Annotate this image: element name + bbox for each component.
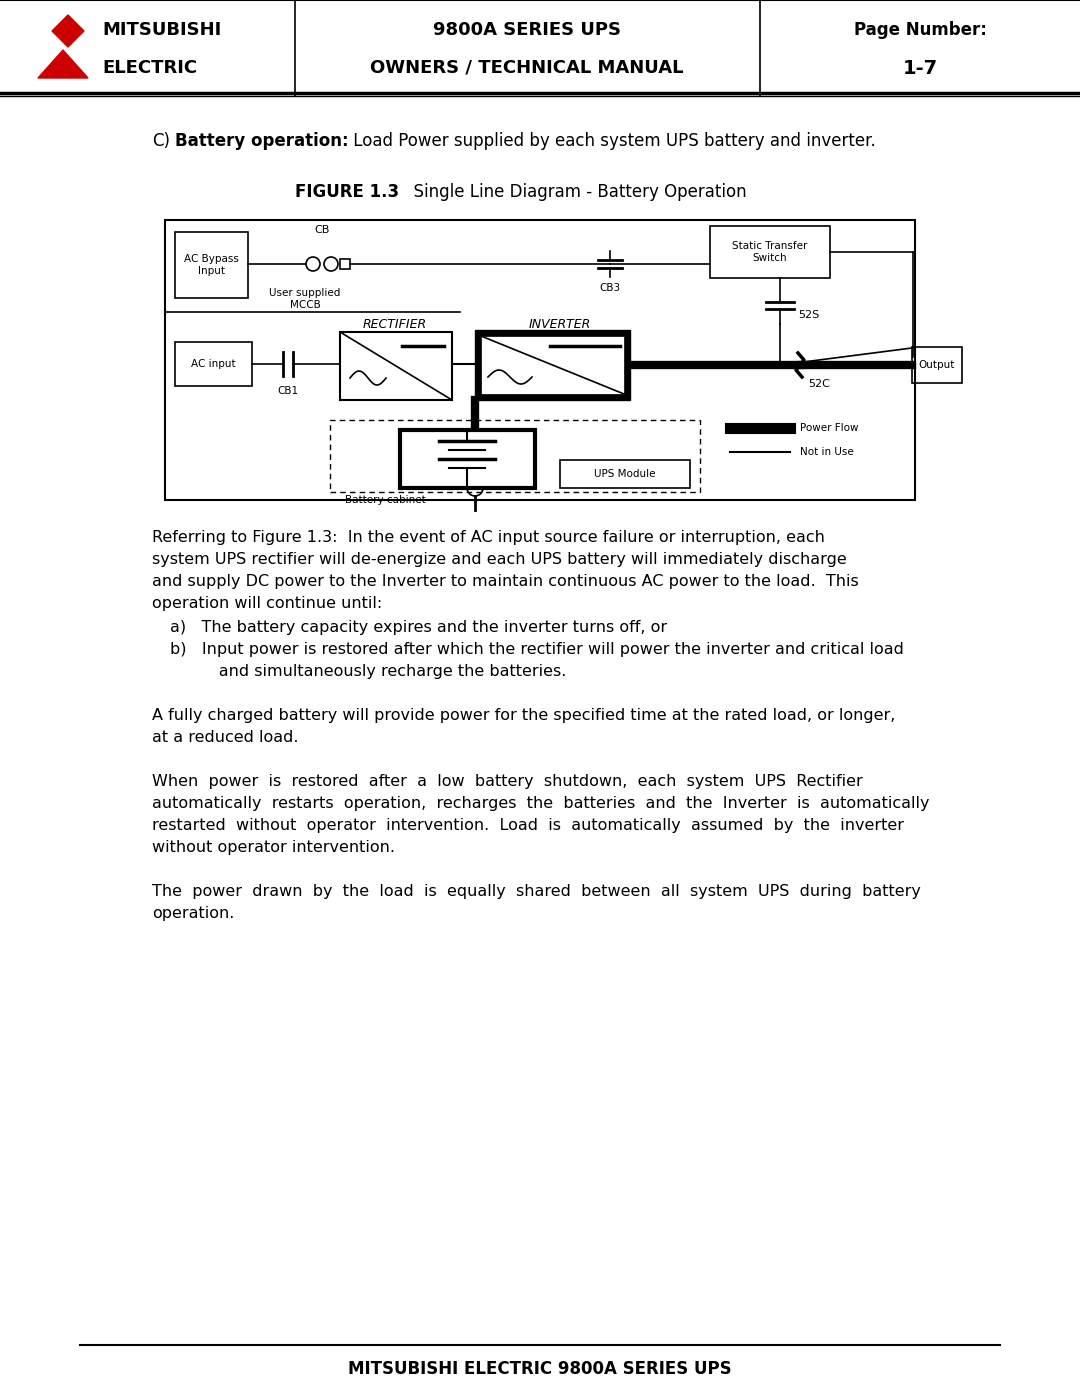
Bar: [330, 420, 700, 492]
Text: OWNERS / TECHNICAL MANUAL: OWNERS / TECHNICAL MANUAL: [370, 59, 684, 77]
Text: RECTIFIER: RECTIFIER: [363, 319, 427, 331]
Text: 52S: 52S: [798, 310, 820, 320]
Text: operation will continue until:: operation will continue until:: [152, 597, 382, 610]
Text: AC Bypass
Input: AC Bypass Input: [184, 254, 239, 275]
Text: 52C: 52C: [808, 379, 829, 388]
Text: Single Line Diagram - Battery Operation: Single Line Diagram - Battery Operation: [403, 183, 746, 201]
Text: without operator intervention.: without operator intervention.: [152, 840, 395, 855]
Text: UPS Module: UPS Module: [594, 469, 656, 479]
Text: restarted  without  operator  intervention.  Load  is  automatically  assumed  b: restarted without operator intervention.…: [152, 819, 904, 833]
Text: and supply DC power to the Inverter to maintain continuous AC power to the load.: and supply DC power to the Inverter to m…: [152, 574, 859, 590]
Text: INVERTER: INVERTER: [529, 319, 591, 331]
Text: User supplied
MCCB: User supplied MCCB: [269, 288, 340, 310]
Text: Not in Use: Not in Use: [800, 447, 854, 457]
Text: 1-7: 1-7: [903, 59, 937, 77]
Text: CB: CB: [314, 225, 329, 235]
Text: CB3: CB3: [599, 284, 621, 293]
Polygon shape: [52, 15, 84, 47]
Bar: [475, 330, 630, 400]
Text: 9800A SERIES UPS: 9800A SERIES UPS: [433, 21, 621, 39]
Bar: [912, 346, 962, 383]
Text: Load Power supplied by each system UPS battery and inverter.: Load Power supplied by each system UPS b…: [348, 131, 876, 149]
Bar: [175, 342, 252, 386]
Text: automatically  restarts  operation,  recharges  the  batteries  and  the  Invert: automatically restarts operation, rechar…: [152, 796, 930, 812]
Text: C): C): [152, 131, 170, 149]
Text: ELECTRIC: ELECTRIC: [102, 59, 198, 77]
Text: system UPS rectifier will de-energize and each UPS battery will immediately disc: system UPS rectifier will de-energize an…: [152, 552, 847, 567]
Bar: [175, 232, 248, 298]
Text: CB1: CB1: [278, 386, 298, 395]
Text: MITSUBISHI ELECTRIC 9800A SERIES UPS: MITSUBISHI ELECTRIC 9800A SERIES UPS: [348, 1361, 732, 1377]
Text: Battery operation:: Battery operation:: [175, 131, 349, 149]
Text: CB2: CB2: [489, 474, 510, 483]
Text: Referring to Figure 1.3:  In the event of AC input source failure or interruptio: Referring to Figure 1.3: In the event of…: [152, 529, 825, 545]
Text: MITSUBISHI: MITSUBISHI: [102, 21, 221, 39]
Bar: [710, 226, 831, 278]
Text: and simultaneously recharge the batteries.: and simultaneously recharge the batterie…: [188, 664, 566, 679]
Text: FIGURE 1.3: FIGURE 1.3: [295, 183, 400, 201]
Text: AC input: AC input: [191, 359, 235, 369]
Bar: [561, 460, 690, 488]
Text: at a reduced load.: at a reduced load.: [152, 731, 298, 745]
Text: operation.: operation.: [152, 907, 234, 921]
Polygon shape: [38, 50, 87, 78]
Text: The  power  drawn  by  the  load  is  equally  shared  between  all  system  UPS: The power drawn by the load is equally s…: [152, 884, 921, 900]
Bar: [481, 337, 624, 394]
Text: a)   The battery capacity expires and the inverter turns off, or: a) The battery capacity expires and the …: [170, 620, 667, 636]
Text: When  power  is  restored  after  a  low  battery  shutdown,  each  system  UPS : When power is restored after a low batte…: [152, 774, 863, 789]
Bar: [340, 332, 453, 400]
Text: Power Flow: Power Flow: [800, 423, 859, 433]
Text: Static Transfer
Switch: Static Transfer Switch: [732, 242, 808, 263]
Text: A fully charged battery will provide power for the specified time at the rated l: A fully charged battery will provide pow…: [152, 708, 895, 724]
Text: Page Number:: Page Number:: [853, 21, 986, 39]
Text: b)   Input power is restored after which the rectifier will power the inverter a: b) Input power is restored after which t…: [170, 643, 904, 657]
Text: Output: Output: [919, 360, 955, 370]
Text: Battery cabinet: Battery cabinet: [345, 495, 426, 504]
Bar: [165, 219, 915, 500]
Bar: [400, 430, 535, 488]
Bar: [340, 258, 350, 270]
